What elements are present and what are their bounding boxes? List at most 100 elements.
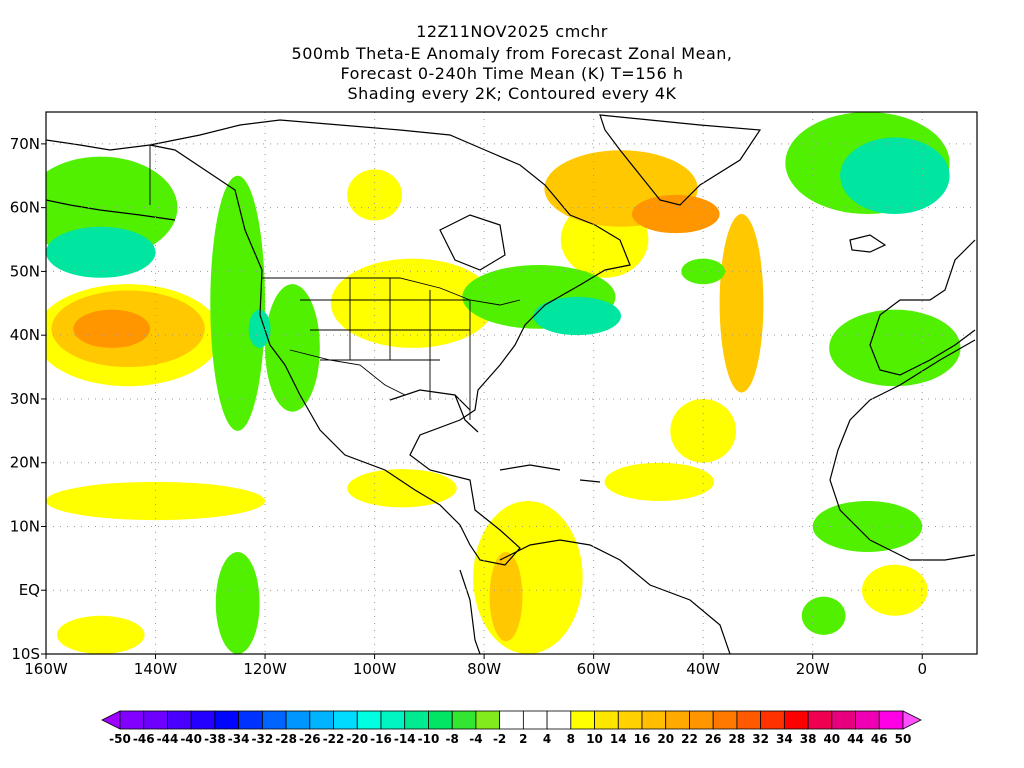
colorbar-swatch xyxy=(333,710,358,730)
colorbar-label: 44 xyxy=(847,732,864,746)
colorbar-swatch xyxy=(143,710,168,730)
colorbar-label: -4 xyxy=(469,732,482,746)
colorbar-swatch xyxy=(522,710,548,730)
political-borders xyxy=(149,145,521,420)
plot-frame xyxy=(45,111,978,655)
title-line-2: 500mb Theta-E Anomaly from Forecast Zona… xyxy=(291,44,733,63)
title-line-3: Forecast 0-240h Time Mean (K) T=156 h xyxy=(340,64,684,83)
colorbar-label: -14 xyxy=(394,732,416,746)
lat-tick-label: 40N xyxy=(10,326,40,344)
colorbar-label: -10 xyxy=(418,732,440,746)
colorbar-swatch xyxy=(309,710,334,730)
colorbar-label: -44 xyxy=(157,732,179,746)
colorbar-label: 20 xyxy=(657,732,674,746)
colorbar-swatch xyxy=(831,710,856,730)
anomaly-region-21 xyxy=(46,481,266,521)
colorbar-label: -32 xyxy=(252,732,274,746)
anomaly-region-4 xyxy=(73,309,151,348)
colorbar-label: -50 xyxy=(109,732,131,746)
lon-tick-label: 140W xyxy=(134,660,178,678)
colorbar-swatch xyxy=(594,710,619,730)
lon-tick-label: 120W xyxy=(243,660,287,678)
colorbar-label: 16 xyxy=(634,732,651,746)
colorbar-label: -20 xyxy=(346,732,368,746)
colorbar-swatch xyxy=(380,710,406,730)
anomaly-region-9 xyxy=(347,169,402,221)
colorbar-label: 10 xyxy=(586,732,603,746)
colorbar-swatch xyxy=(760,710,785,730)
lat-tick-label: 60N xyxy=(10,199,40,217)
colorbar-label: -38 xyxy=(204,732,226,746)
colorbar-arrow-high xyxy=(902,710,922,730)
lon-tick-label: 100W xyxy=(353,660,397,678)
anomaly-region-18 xyxy=(840,137,950,215)
colorbar-swatch xyxy=(855,710,880,730)
colorbar-swatch xyxy=(665,710,690,730)
colorbar-label: 50 xyxy=(895,732,912,746)
colorbar-label: -8 xyxy=(446,732,459,746)
lat-tick-label: 20N xyxy=(10,454,40,472)
anomaly-region-23 xyxy=(604,462,715,501)
title-line-4: Shading every 2K; Contoured every 4K xyxy=(347,84,677,103)
colorbar-swatch xyxy=(689,710,714,730)
lon-tick-label: 20W xyxy=(796,660,830,678)
anomaly-region-7 xyxy=(248,309,271,348)
colorbar-swatch xyxy=(428,710,453,730)
colorbar-swatch xyxy=(190,710,216,730)
colorbar-swatch xyxy=(475,710,501,730)
anomaly-region-16 xyxy=(533,296,622,336)
anomaly-region-13 xyxy=(719,214,764,393)
anomaly-region-28 xyxy=(801,596,846,635)
lat-tick-label: 30N xyxy=(10,390,40,408)
coastlines xyxy=(46,114,976,654)
colorbar-swatch xyxy=(736,710,762,730)
anomaly-region-12 xyxy=(631,194,720,234)
colorbar-swatch xyxy=(617,710,643,730)
lon-tick-label: 160W xyxy=(24,660,68,678)
colorbar-swatch xyxy=(807,710,833,730)
anomaly-region-5 xyxy=(210,175,266,431)
lat-tick-label: 70N xyxy=(10,135,40,153)
colorbar-label: -46 xyxy=(133,732,155,746)
colorbar-swatch xyxy=(783,710,809,730)
colorbar: -50 -46 -44 -40 -38 -34 -32 -28 -26 -22 -20 -16 -14-… xyxy=(101,710,922,746)
colorbar-label: 2 xyxy=(519,732,527,746)
colorbar-swatch xyxy=(356,710,382,730)
colorbar-label: 8 xyxy=(567,732,575,746)
anomaly-region-25 xyxy=(489,551,523,642)
lon-tick-label: 40W xyxy=(686,660,720,678)
colorbar-swatch xyxy=(238,710,263,730)
colorbar-label: 46 xyxy=(871,732,888,746)
anomaly-region-24 xyxy=(473,500,583,654)
colorbar-swatch xyxy=(546,710,572,730)
anomaly-region-8 xyxy=(330,258,496,348)
lon-tick-label: 60W xyxy=(577,660,611,678)
lat-tick-label: 10S xyxy=(11,645,40,663)
anomaly-region-30 xyxy=(861,564,928,616)
colorbar-swatch xyxy=(167,710,192,730)
colorbar-label: -16 xyxy=(370,732,392,746)
colorbar-label: 38 xyxy=(800,732,817,746)
colorbar-label: 40 xyxy=(823,732,840,746)
colorbar-label: 32 xyxy=(752,732,769,746)
colorbar-label: 4 xyxy=(543,732,551,746)
colorbar-label: 22 xyxy=(681,732,698,746)
lon-tick-label: 80W xyxy=(467,660,501,678)
colorbar-swatch xyxy=(214,710,240,730)
colorbar-label: -26 xyxy=(299,732,321,746)
anomaly-region-1 xyxy=(46,226,156,278)
colorbar-arrow-low xyxy=(101,710,121,730)
colorbar-swatch xyxy=(570,710,595,730)
colorbar-swatch xyxy=(499,710,524,730)
colorbar-label: 14 xyxy=(610,732,627,746)
colorbar-swatch xyxy=(712,710,738,730)
lat-tick-label: EQ xyxy=(19,581,40,599)
colorbar-label: -28 xyxy=(275,732,297,746)
map-axes: 160W 140W 120W 100W 80W 60W 40W 20W 0 70N 60N 50N 40… xyxy=(10,135,927,678)
lat-tick-label: 10N xyxy=(10,517,40,535)
colorbar-swatch xyxy=(404,710,429,730)
lon-tick-label: 0 xyxy=(917,660,927,678)
colorbar-label: -2 xyxy=(493,732,506,746)
colorbar-swatch xyxy=(878,710,904,730)
